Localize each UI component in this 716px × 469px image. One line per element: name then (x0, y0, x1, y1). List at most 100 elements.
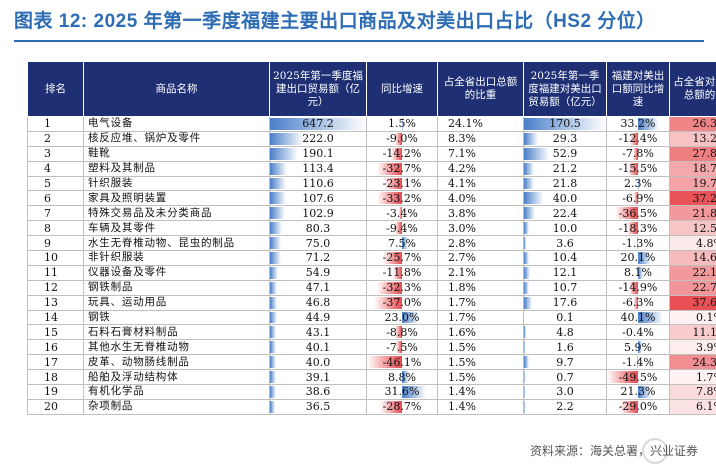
us-yoy-cell: -18.3% (606, 220, 670, 237)
header-share: 占全省出口总额的比重 (437, 61, 524, 117)
us-export-cell-bar (524, 237, 526, 250)
export-cell-bar (270, 386, 276, 398)
us-yoy-cell: 20.1% (606, 250, 670, 266)
yoy-cell-value: -9.0% (386, 132, 418, 146)
rank-cell: 15 (27, 324, 84, 341)
yoy-cell: 8.8% (366, 369, 438, 386)
export-cell-bar (270, 237, 282, 250)
export-cell-bar (270, 207, 286, 220)
us-export-cell-value: 10.0 (552, 221, 578, 235)
rank-cell: 14 (27, 309, 84, 326)
table-row: 3鞋靴 190.1 -14.2% 7.1% 52.9 -7.8% 27.8% (27, 145, 716, 162)
rank-cell: 6 (27, 190, 84, 207)
us-yoy-cell-value: 21.3% (620, 385, 656, 399)
product-name-cell: 船舶及浮动结构体 (83, 369, 270, 386)
us-yoy-cell-bar (607, 371, 638, 384)
us-yoy-cell: -29.0% (606, 398, 670, 415)
us-yoy-cell-value: -1.3% (622, 236, 654, 250)
us-share-cell: 7.8% (669, 384, 716, 400)
us-share-cell: 26.3% (669, 116, 716, 132)
us-yoy-cell: -1.3% (606, 235, 670, 252)
us-yoy-cell-bar (626, 222, 638, 235)
header-yoy: 同比增速 (366, 61, 438, 117)
us-export-cell: 21.8 (523, 175, 607, 192)
us-yoy-cell-bar (637, 237, 638, 250)
yoy-cell-value: 1.5% (388, 117, 416, 131)
us-yoy-cell-value: 8.1% (624, 266, 652, 280)
us-share-cell: 22.1% (669, 264, 716, 281)
yoy-cell-bar (395, 132, 402, 145)
us-export-cell-bar (524, 162, 535, 175)
us-yoy-cell-bar (628, 281, 638, 294)
us-export-cell-bar (524, 118, 606, 130)
yoy-cell: -11.8% (366, 264, 438, 281)
us-export-cell-bar (524, 177, 535, 190)
us-yoy-cell: -12.4% (606, 130, 670, 147)
product-name-cell: 鞋靴 (83, 145, 270, 162)
export-cell-value: 190.1 (302, 147, 334, 161)
us-export-cell: 22.4 (523, 205, 607, 222)
us-yoy-cell-bar (634, 296, 638, 309)
product-name-cell: 钢铁制品 (83, 279, 270, 296)
us-export-cell-value: 10.7 (552, 281, 578, 295)
us-yoy-cell: -49.5% (606, 369, 670, 386)
us-yoy-cell-value: -12.4% (618, 132, 658, 146)
product-name-cell: 家具及照明装置 (83, 190, 270, 207)
yoy-cell-value: 8.8% (388, 370, 416, 384)
us-export-cell-bar (524, 147, 550, 160)
export-cell: 107.6 (269, 190, 367, 207)
yoy-cell: -9.0% (366, 130, 438, 147)
rank-cell: 11 (27, 264, 84, 281)
share-cell: 1.5% (437, 369, 524, 386)
rank-cell: 17 (27, 354, 84, 371)
us-yoy-cell-value: -15.5% (618, 162, 658, 176)
share-cell: 8.3% (437, 130, 524, 147)
export-cell-value: 39.1 (305, 370, 331, 384)
product-name-cell: 仪器设备及零件 (83, 264, 270, 281)
export-cell-value: 647.2 (302, 117, 334, 131)
rank-cell: 4 (27, 160, 84, 177)
us-export-cell-value: 40.0 (552, 191, 578, 205)
yoy-cell-bar (393, 266, 402, 279)
export-cell-bar (270, 400, 276, 413)
yoy-cell-value: 7.5% (388, 236, 416, 250)
yoy-cell-bar (391, 147, 402, 160)
rank-cell: 16 (27, 339, 84, 356)
us-yoy-cell: -1.4% (606, 354, 670, 371)
yoy-cell-value: -37.0% (382, 296, 422, 310)
yoy-cell-bar (394, 222, 402, 235)
export-cell-value: 80.3 (305, 221, 331, 235)
us-yoy-cell-bar (638, 341, 642, 354)
yoy-cell-bar (376, 192, 402, 205)
yoy-cell: 7.5% (366, 235, 438, 252)
export-cell-bar (270, 371, 276, 384)
us-export-cell: 29.3 (523, 130, 607, 147)
yoy-cell-bar (377, 281, 402, 294)
yoy-cell-value: -23.1% (382, 177, 422, 190)
yoy-cell: -23.1% (366, 175, 438, 192)
rank-cell: 18 (27, 369, 84, 386)
us-yoy-cell: -14.9% (606, 279, 670, 296)
us-yoy-cell: 40.1% (606, 309, 670, 326)
us-share-cell: 24.3% (669, 354, 716, 371)
export-cell-value: 40.1 (305, 340, 331, 354)
yoy-cell-bar (402, 118, 404, 130)
product-name-cell: 特殊交易品及未分类商品 (83, 205, 270, 222)
us-yoy-cell-value: -36.5% (618, 206, 658, 220)
share-cell: 4.0% (437, 190, 524, 207)
rank-cell: 7 (27, 205, 84, 222)
yoy-cell-bar (380, 400, 402, 413)
export-cell: 36.5 (269, 398, 367, 415)
export-cell-value: 71.2 (305, 251, 331, 265)
table-body: 1电气设备647.21.5%24.1%170.533.2%26.3%2核反应堆、… (27, 116, 716, 415)
product-name-cell: 塑料及其制品 (83, 160, 270, 177)
share-cell: 1.5% (437, 354, 524, 371)
yoy-cell-value: -46.1% (382, 355, 422, 369)
us-export-cell: 3.0 (523, 384, 607, 400)
us-export-cell: 9.7 (523, 354, 607, 371)
